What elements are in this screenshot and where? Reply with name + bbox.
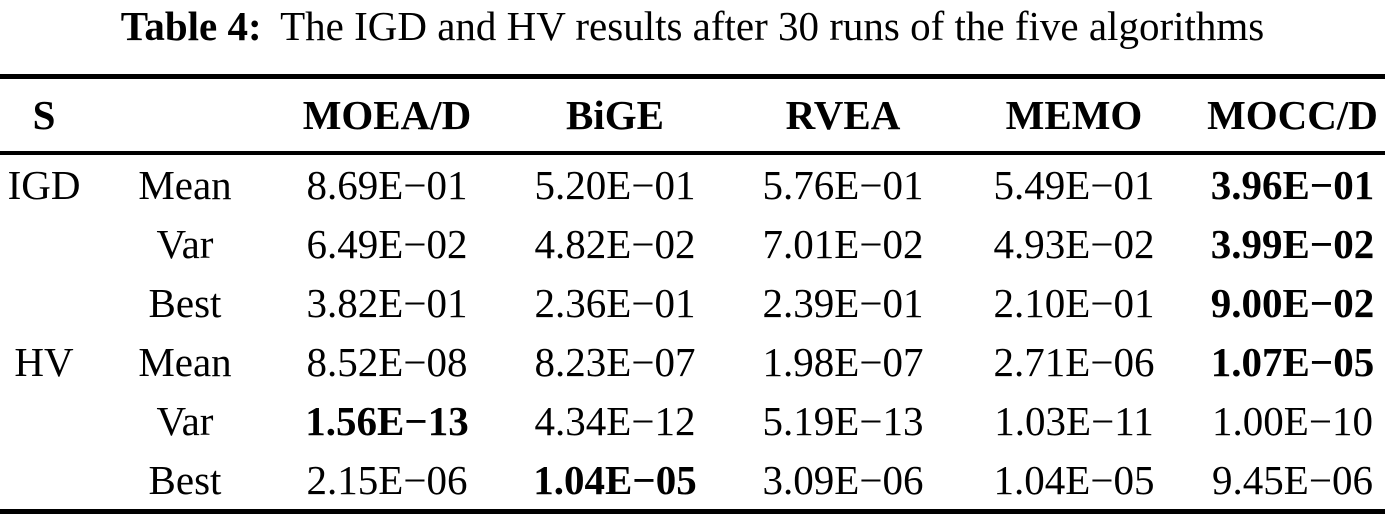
value-cell-memo: 2.71E−06 [993, 338, 1155, 385]
table-header: S MOEA/D BiGE RVEA MEMO MOCC/D [0, 77, 1385, 154]
results-table: S MOEA/D BiGE RVEA MEMO MOCC/D IGD Mean 8.69E−0… [0, 74, 1385, 514]
value-cell-mocc-d: 1.00E−10 [1212, 397, 1373, 444]
metric-cell [0, 214, 88, 273]
table-body: IGD Mean 8.69E−01 5.20E−01 5.76E−01 5.49E−01 3… [0, 153, 1385, 512]
value-cell-bige: 4.82E−02 [534, 220, 696, 267]
header-cell-mocc-d: MOCC/D [1207, 92, 1378, 138]
value-cell-bige: 8.23E−07 [534, 338, 696, 385]
value-cell-bige: 1.04E−05 [533, 456, 697, 503]
value-cell-bige: 2.36E−01 [534, 279, 696, 326]
value-cell-rvea: 1.98E−07 [762, 338, 924, 385]
metric-cell [0, 450, 88, 512]
header-cell-empty [88, 77, 282, 154]
header-cell-bige: BiGE [566, 92, 664, 138]
value-cell-mocc-d: 3.96E−01 [1210, 161, 1375, 208]
stat-cell: Best [148, 456, 222, 503]
header-cell-rvea: RVEA [785, 92, 901, 138]
table-caption: Table 4: The IGD and HV results after 30 … [0, 0, 1385, 50]
value-cell-mocc-d: 3.99E−02 [1210, 220, 1375, 267]
value-cell-moea-d: 6.49E−02 [306, 220, 468, 267]
stat-cell: Mean [138, 161, 232, 208]
value-cell-rvea: 5.76E−01 [762, 161, 924, 208]
table-row: Best 2.15E−06 1.04E−05 3.09E−06 1.04E−05 9.45… [0, 450, 1385, 512]
value-cell-rvea: 7.01E−02 [762, 220, 924, 267]
value-cell-moea-d: 8.69E−01 [306, 161, 468, 208]
value-cell-rvea: 5.19E−13 [762, 397, 924, 444]
table-row: IGD Mean 8.69E−01 5.20E−01 5.76E−01 5.49E−01 3… [0, 153, 1385, 214]
value-cell-moea-d: 8.52E−08 [306, 338, 468, 385]
metric-cell: HV [14, 338, 74, 385]
value-cell-rvea: 3.09E−06 [762, 456, 924, 503]
table-caption-label: Table 4: [120, 3, 262, 49]
value-cell-rvea: 2.39E−01 [762, 279, 924, 326]
value-cell-memo: 1.04E−05 [993, 456, 1155, 503]
value-cell-moea-d: 1.56E−13 [305, 397, 469, 444]
value-cell-memo: 5.49E−01 [993, 161, 1155, 208]
metric-cell [0, 391, 88, 450]
stat-cell: Var [156, 220, 214, 267]
table-row: Var 6.49E−02 4.82E−02 7.01E−02 4.93E−02 3.99E… [0, 214, 1385, 273]
value-cell-mocc-d: 9.45E−06 [1212, 456, 1373, 503]
value-cell-mocc-d: 9.00E−02 [1210, 279, 1375, 326]
value-cell-bige: 4.34E−12 [534, 397, 696, 444]
header-cell-moea-d: MOEA/D [302, 92, 472, 138]
table-row: Var 1.56E−13 4.34E−12 5.19E−13 1.03E−11 1.00E… [0, 391, 1385, 450]
value-cell-mocc-d: 1.07E−05 [1210, 338, 1375, 385]
metric-cell [0, 273, 88, 332]
value-cell-memo: 1.03E−11 [994, 397, 1154, 444]
header-cell-memo: MEMO [1005, 92, 1143, 138]
metric-cell: IGD [7, 161, 81, 208]
stat-cell: Best [148, 279, 222, 326]
table-caption-text: The IGD and HV results after 30 runs of … [280, 3, 1265, 49]
stat-cell: Mean [138, 338, 232, 385]
header-row: S MOEA/D BiGE RVEA MEMO MOCC/D [0, 77, 1385, 154]
value-cell-memo: 4.93E−02 [993, 220, 1155, 267]
value-cell-moea-d: 2.15E−06 [306, 456, 468, 503]
table-row: HV Mean 8.52E−08 8.23E−07 1.98E−07 2.71E−06 1.… [0, 332, 1385, 391]
table-row: Best 3.82E−01 2.36E−01 2.39E−01 2.10E−01 9.00… [0, 273, 1385, 332]
stat-cell: Var [156, 397, 214, 444]
value-cell-memo: 2.10E−01 [993, 279, 1155, 326]
value-cell-moea-d: 3.82E−01 [306, 279, 468, 326]
value-cell-bige: 5.20E−01 [534, 161, 696, 208]
header-cell-s: S [32, 92, 56, 138]
